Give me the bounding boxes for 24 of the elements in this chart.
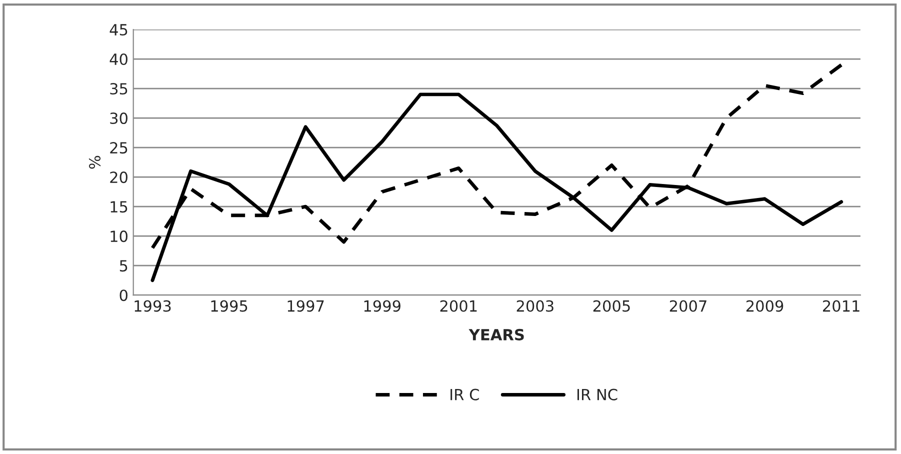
y-tick-label: 35 — [110, 82, 128, 95]
x-tick-label: 1999 — [364, 300, 400, 312]
y-tick-label: 5 — [120, 260, 128, 272]
x-tick-label: 2003 — [516, 300, 554, 312]
y-tick-label: 30 — [110, 112, 128, 124]
legend-label: IR C — [450, 388, 479, 400]
x-tick-label: 2001 — [440, 300, 477, 312]
x-tick-label: 1997 — [288, 300, 324, 312]
x-tick-label: 1993 — [134, 300, 171, 312]
y-tick-label: 0 — [120, 290, 128, 302]
y-tick-label: 45 — [110, 24, 128, 36]
legend-label: IR NC — [577, 388, 618, 400]
x-tick-label: 1995 — [211, 300, 248, 312]
x-tick-label: 2011 — [823, 300, 860, 312]
y-tick-label: 25 — [110, 142, 128, 154]
y-tick-label: 15 — [110, 201, 128, 213]
y-tick-label: 40 — [110, 53, 128, 66]
x-tick-label: 2009 — [746, 300, 784, 312]
x-axis-title: YEARS — [468, 328, 524, 340]
y-axis-title: % — [88, 156, 101, 169]
x-tick-label: 2005 — [593, 300, 630, 312]
x-tick-label: 2007 — [670, 300, 706, 312]
y-tick-label: 20 — [110, 172, 128, 184]
y-tick-label: 10 — [110, 230, 128, 242]
